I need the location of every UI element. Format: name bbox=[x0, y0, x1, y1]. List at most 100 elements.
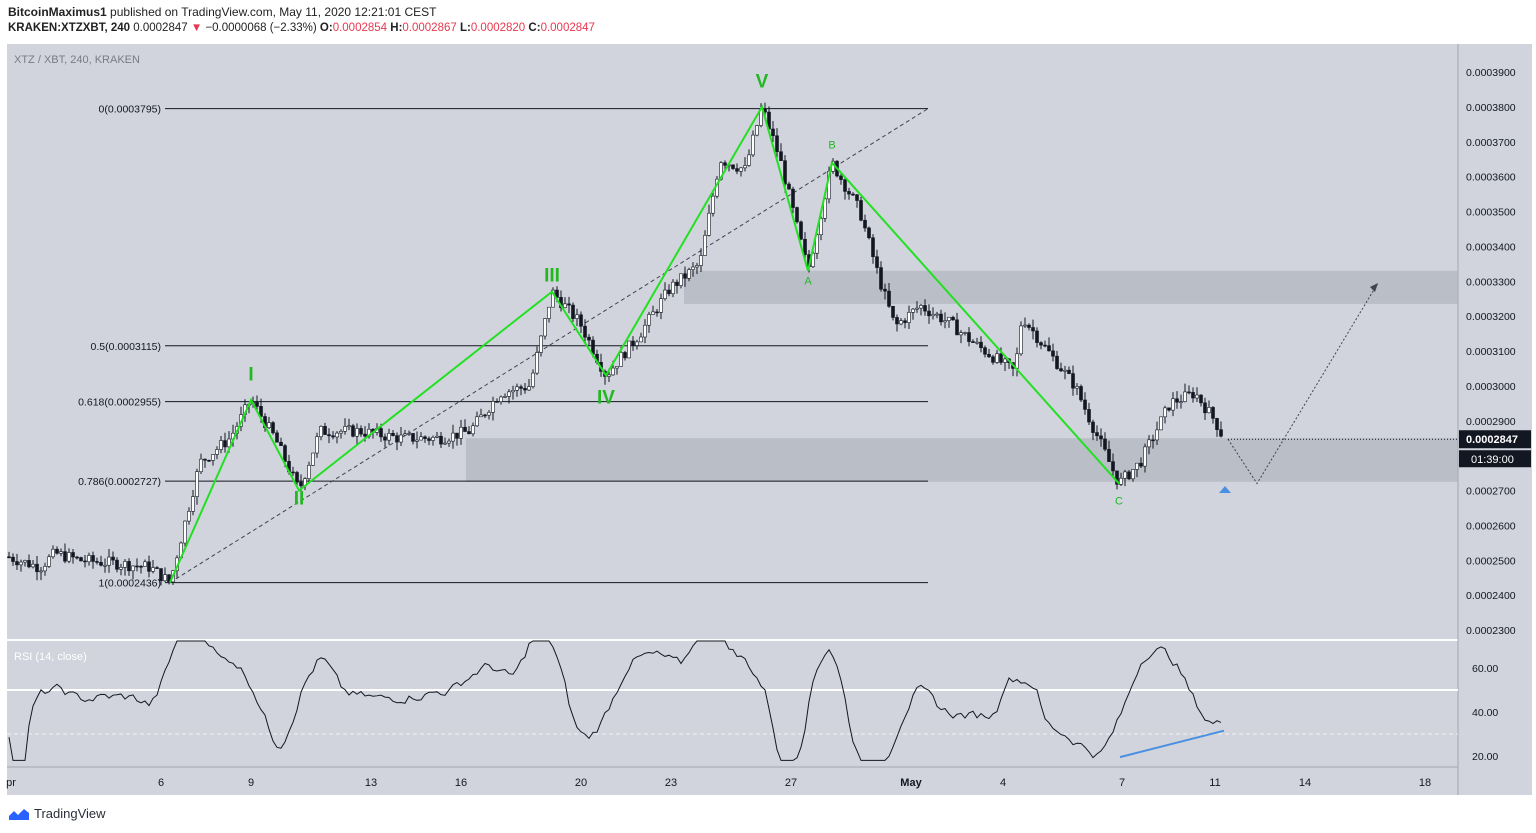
candle-body bbox=[107, 556, 111, 566]
price-axis[interactable] bbox=[1458, 44, 1532, 795]
candle-body bbox=[123, 561, 127, 568]
candle-body bbox=[59, 551, 63, 554]
close-label: C: bbox=[528, 22, 541, 34]
author-name[interactable]: BitcoinMaximus1 bbox=[8, 5, 107, 19]
time-tick-label: 6 bbox=[158, 777, 164, 789]
candle-body bbox=[1127, 471, 1131, 480]
candle-body bbox=[743, 165, 747, 169]
candle-body bbox=[963, 332, 967, 334]
candle-body bbox=[31, 563, 35, 568]
rsi-label: RSI (14, close) bbox=[14, 651, 87, 663]
symbol-ohlc-line: KRAKEN:XTZXBT, 240 0.0002847 ▼ −0.000006… bbox=[8, 22, 595, 34]
candle-body bbox=[1207, 407, 1211, 414]
candle-body bbox=[391, 433, 395, 436]
candle-body bbox=[691, 266, 695, 270]
candle-body bbox=[1099, 435, 1103, 440]
candle-body bbox=[1047, 345, 1051, 352]
candle-body bbox=[975, 341, 979, 344]
candle-body bbox=[519, 386, 523, 389]
candle-body bbox=[95, 561, 99, 563]
candle-body bbox=[683, 273, 687, 279]
brand-name[interactable]: TradingView bbox=[34, 806, 106, 821]
candle-body bbox=[1203, 402, 1207, 414]
time-tick-label: 20 bbox=[575, 777, 587, 789]
price-pane[interactable] bbox=[7, 44, 1458, 639]
candle-body bbox=[899, 320, 903, 325]
last-price: 0.0002847 bbox=[133, 22, 188, 34]
candle-body bbox=[483, 414, 487, 417]
time-axis[interactable] bbox=[7, 767, 1458, 795]
candle-body bbox=[463, 426, 467, 432]
chart-canvas[interactable]: 0(0.0003795) 0.5(0.0003115) 0.618(0.000295… bbox=[0, 40, 1536, 800]
rsi-divergence-trendline bbox=[1119, 729, 1225, 759]
candle-body bbox=[911, 308, 915, 313]
candle-body bbox=[731, 164, 735, 169]
price-tick-label: 0.0003200 bbox=[1466, 311, 1516, 323]
candle-body bbox=[1035, 330, 1039, 343]
candle-body bbox=[1063, 369, 1067, 372]
fib-level-label: 0.618(0.0002955) bbox=[78, 397, 161, 409]
candle-body bbox=[879, 267, 883, 290]
candle-body bbox=[411, 433, 415, 442]
candle-body bbox=[523, 388, 527, 391]
rsi-indicator bbox=[7, 640, 1458, 761]
candle-body bbox=[227, 438, 231, 448]
candle-body bbox=[1155, 429, 1159, 441]
candle-body bbox=[527, 386, 531, 391]
candle-body bbox=[219, 440, 223, 450]
price-tick-label: 0.0002900 bbox=[1466, 416, 1516, 428]
price-tick-label: 0.0003400 bbox=[1466, 241, 1516, 253]
rsi-tick-label: 40.00 bbox=[1472, 707, 1498, 719]
candle-body bbox=[307, 465, 311, 479]
rsi-pane[interactable] bbox=[7, 641, 1458, 767]
candle-body bbox=[1111, 461, 1115, 472]
candle-body bbox=[183, 520, 187, 544]
candle-body bbox=[787, 183, 791, 190]
candle-body bbox=[695, 265, 699, 268]
candle-body bbox=[703, 235, 707, 256]
candle-body bbox=[951, 316, 955, 321]
candle-body bbox=[415, 439, 419, 442]
candle-body bbox=[875, 256, 879, 268]
candle-body bbox=[99, 562, 103, 566]
wave-label: IV bbox=[597, 387, 615, 408]
candle-body bbox=[779, 151, 783, 161]
candle-body bbox=[271, 422, 275, 434]
price-tick-label: 0.0003900 bbox=[1466, 67, 1516, 79]
candle-body bbox=[203, 458, 207, 461]
candle-body bbox=[575, 314, 579, 319]
candle-body bbox=[455, 432, 459, 439]
candle-body bbox=[267, 422, 271, 428]
candle-body bbox=[619, 352, 623, 367]
candle-body bbox=[871, 237, 875, 258]
wave-label: V bbox=[756, 72, 769, 93]
close-value: 0.0002847 bbox=[540, 22, 595, 34]
candle-body bbox=[1179, 401, 1183, 403]
time-tick-label: 27 bbox=[785, 777, 797, 789]
time-tick-label: 11 bbox=[1209, 777, 1220, 789]
candle-body bbox=[1115, 470, 1119, 485]
candle-body bbox=[851, 193, 855, 196]
candle-body bbox=[675, 281, 679, 286]
candle-body bbox=[1095, 432, 1099, 437]
candle-body bbox=[355, 428, 359, 437]
wave-label: B bbox=[828, 140, 835, 152]
price-tick-label: 0.0003800 bbox=[1466, 102, 1516, 114]
candle-body bbox=[111, 556, 115, 561]
price-zone bbox=[684, 270, 1458, 304]
price-tick-label: 0.0003700 bbox=[1466, 137, 1516, 149]
candle-body bbox=[615, 366, 619, 369]
candle-body bbox=[167, 574, 171, 583]
candle-body bbox=[923, 305, 927, 312]
wave-label: III bbox=[544, 265, 560, 286]
elliott-wave-line bbox=[169, 104, 1120, 583]
candle-body bbox=[83, 560, 87, 563]
fib-level-label: 0(0.0003795) bbox=[99, 104, 161, 116]
rsi-line bbox=[8, 640, 1222, 761]
candle-body bbox=[623, 352, 627, 359]
countdown-tag-text: 01:39:00 bbox=[1471, 454, 1514, 466]
candle-body bbox=[399, 434, 403, 443]
candle-body bbox=[655, 311, 659, 314]
candle-body bbox=[363, 433, 367, 437]
